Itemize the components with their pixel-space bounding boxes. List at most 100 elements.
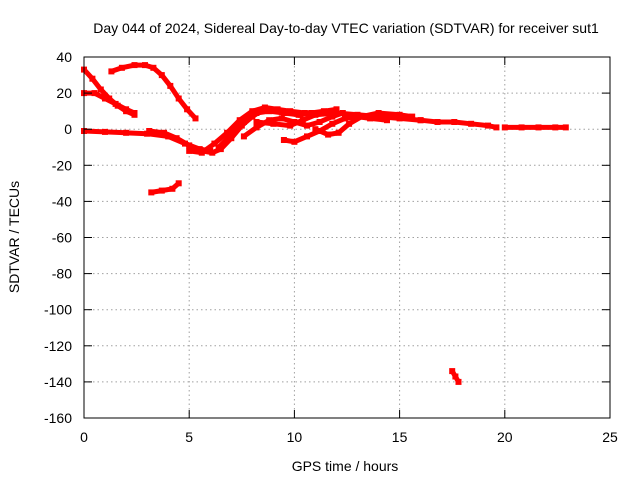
data-point — [118, 64, 125, 71]
data-point — [249, 108, 256, 115]
data-point — [131, 110, 138, 116]
data-point — [329, 120, 336, 127]
axis-ticks: 0 5 10 15 20 25 40 20 0 -20 -40 -60 -80 -100 -120 -140 -… — [44, 49, 618, 445]
y-tick-label: -140 — [44, 374, 72, 390]
data-point — [449, 368, 456, 375]
series-track-11 — [256, 110, 421, 129]
data-point — [146, 128, 153, 134]
data-point — [312, 126, 319, 133]
data-point — [112, 100, 119, 107]
data-point — [333, 110, 340, 116]
data-point — [295, 111, 302, 118]
y-tick-label: -120 — [44, 338, 72, 354]
data-point — [158, 187, 165, 194]
data-point — [304, 133, 310, 140]
data-point — [274, 106, 281, 113]
data-point — [270, 120, 277, 127]
x-tick-label: 10 — [287, 429, 303, 445]
data-point — [186, 142, 193, 149]
data-point — [97, 86, 104, 93]
grid — [84, 57, 610, 418]
data-point — [409, 113, 416, 120]
data-point — [384, 117, 390, 124]
data-point — [375, 113, 382, 120]
data-point — [468, 120, 475, 127]
x-axis-label: GPS time / hours — [292, 458, 399, 474]
data-point — [451, 119, 458, 125]
data-point — [142, 62, 148, 69]
data-point — [209, 149, 216, 156]
y-tick-label: 40 — [56, 49, 72, 65]
data-point — [329, 113, 336, 120]
data-point — [211, 140, 218, 147]
data-point — [375, 110, 382, 116]
data-point — [367, 115, 374, 122]
x-tick-label: 15 — [392, 429, 408, 445]
y-tick-label: 0 — [64, 121, 72, 137]
data-point — [280, 137, 287, 143]
data-point — [493, 124, 500, 131]
data-point — [396, 115, 403, 122]
data-point — [346, 120, 353, 127]
data-point — [452, 373, 459, 380]
y-tick-label: 20 — [56, 85, 72, 101]
data-point — [108, 68, 115, 75]
data-point — [186, 147, 193, 154]
y-tick-label: -40 — [52, 193, 72, 209]
data-point — [253, 119, 260, 125]
x-tick-label: 0 — [80, 429, 88, 445]
data-point — [240, 133, 247, 140]
y-axis-label: SDTVAR / TECUs — [6, 181, 22, 293]
data-point — [198, 149, 205, 156]
data-point — [396, 111, 403, 118]
data-point — [158, 72, 165, 79]
series-track-14 — [150, 181, 181, 195]
data-point — [280, 110, 287, 116]
data-point — [501, 124, 508, 131]
x-tick-label: 20 — [497, 429, 513, 445]
x-tick-label: 5 — [185, 429, 193, 445]
data-point — [240, 119, 247, 125]
data-point — [161, 129, 167, 136]
data-point — [150, 64, 157, 71]
data-point — [169, 185, 176, 192]
data-point — [102, 95, 108, 102]
data-point — [123, 106, 130, 113]
data-point — [175, 180, 182, 187]
data-point — [175, 95, 182, 102]
data-point — [123, 129, 130, 136]
data-point — [299, 117, 306, 124]
data-point — [287, 122, 294, 129]
data-point — [89, 75, 96, 82]
data-point — [333, 106, 340, 113]
data-point — [518, 124, 525, 131]
data-point — [287, 108, 294, 115]
series-track-3 — [110, 62, 198, 121]
data-point — [102, 128, 108, 135]
data-point — [192, 115, 199, 122]
data-point — [320, 108, 327, 115]
data-point — [552, 124, 559, 131]
data-point — [316, 119, 323, 125]
y-tick-label: -100 — [44, 302, 72, 318]
data-point — [485, 122, 491, 129]
data-point — [224, 129, 231, 136]
data-point — [312, 111, 319, 118]
data-point — [335, 129, 342, 136]
data-point — [278, 115, 285, 122]
y-tick-label: -160 — [44, 410, 72, 426]
data-point — [354, 111, 361, 118]
data-point — [228, 131, 235, 138]
y-tick-label: -80 — [52, 266, 72, 282]
data-point — [535, 124, 542, 131]
data-point — [341, 115, 348, 122]
x-tick-label: 25 — [602, 429, 618, 445]
data-series — [81, 62, 569, 385]
data-point — [173, 135, 180, 142]
data-point — [91, 90, 98, 97]
data-point — [266, 108, 273, 115]
data-point — [215, 144, 222, 151]
data-point — [167, 82, 174, 89]
data-point — [434, 119, 441, 125]
